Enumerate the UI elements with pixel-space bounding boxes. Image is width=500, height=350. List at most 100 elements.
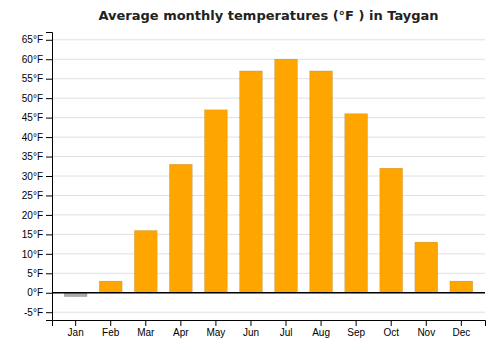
x-tick-mark — [75, 320, 76, 326]
y-tick: -5°F — [24, 307, 52, 318]
x-tick-mark — [426, 320, 427, 326]
y-tick: 40°F — [22, 132, 52, 143]
y-tick-label: 5°F — [27, 268, 43, 279]
grid-line — [52, 98, 485, 99]
x-tick-label: Feb — [102, 327, 120, 338]
x-tick: Oct — [383, 320, 399, 338]
y-tick: 0°F — [27, 287, 52, 298]
bars — [64, 59, 472, 296]
x-tick-mark — [461, 320, 462, 326]
grid-line — [52, 137, 485, 138]
x-tick-label: May — [206, 327, 225, 338]
bar — [275, 59, 298, 293]
y-tick-label: 15°F — [22, 229, 43, 240]
y-tick-mark — [46, 79, 52, 80]
y-tick: 10°F — [22, 249, 52, 260]
x-tick: Jan — [68, 320, 84, 338]
grid — [52, 40, 485, 312]
x-tick-label: Jan — [68, 327, 84, 338]
grid-line — [52, 214, 485, 215]
x-tick-label: Sep — [347, 327, 365, 338]
x-tick-label: Aug — [312, 327, 330, 338]
grid-line — [52, 59, 485, 60]
x-tick: Mar — [137, 320, 155, 338]
y-tick-label: 20°F — [22, 210, 43, 221]
grid-line — [52, 234, 485, 235]
y-tick-mark — [46, 176, 52, 177]
y-tick-label: 50°F — [22, 93, 43, 104]
y-tick: 50°F — [22, 93, 52, 104]
bar — [380, 168, 403, 293]
x-tick-label: Jun — [243, 327, 259, 338]
y-tick-label: 40°F — [22, 132, 43, 143]
x-tick-mark — [250, 320, 251, 326]
x-tick-mark — [215, 320, 216, 326]
chart: -5°F 0°F 5°F 10°F 15°F 20°F 25°F 30°F 35°F 40°F 45… — [0, 0, 500, 350]
y-tick-label: 30°F — [22, 171, 43, 182]
y-tick-label: 65°F — [22, 34, 43, 45]
bar — [134, 230, 157, 292]
y-tick-mark — [46, 254, 52, 255]
y-tick: 65°F — [22, 34, 52, 45]
y-tick-mark — [46, 157, 52, 158]
x-tick-label: Apr — [173, 327, 189, 338]
y-tick-mark — [46, 234, 52, 235]
x-tick: Nov — [417, 320, 435, 338]
y-tick-mark — [46, 59, 52, 60]
y-tick: 55°F — [22, 73, 52, 84]
y-tick-label: -5°F — [24, 307, 43, 318]
y-tick: 35°F — [22, 151, 52, 162]
y-tick: 45°F — [22, 112, 52, 123]
title: Average monthly temperatures (°F ) in Ta… — [98, 8, 438, 23]
grid-line — [52, 39, 485, 40]
x-tick: Feb — [102, 320, 120, 338]
x-tick: Dec — [452, 320, 470, 338]
x-tick-mark — [180, 320, 181, 326]
plot: -5°F 0°F 5°F 10°F 15°F 20°F 25°F 30°F 35°F 40°F 45… — [22, 33, 486, 339]
y-tick-mark — [46, 293, 52, 294]
y-tick-label: 10°F — [22, 249, 43, 260]
x-tick-mark — [145, 320, 146, 326]
grid-line — [52, 156, 485, 157]
bar — [415, 242, 438, 293]
x-tick: May — [206, 320, 225, 338]
y-tick-mark — [46, 137, 52, 138]
x-tick: Apr — [173, 320, 189, 338]
y-tick-mark — [46, 215, 52, 216]
x-tick-label: Oct — [383, 327, 399, 338]
y-tick: 20°F — [22, 210, 52, 221]
x-axis: Jan Feb Mar Apr May Jun Jul Aug Sep Oct Nov Dec — [53, 320, 486, 338]
grid-line — [52, 292, 485, 293]
y-tick-mark — [46, 98, 52, 99]
y-tick: 5°F — [27, 268, 52, 279]
y-tick-mark — [46, 118, 52, 119]
y-axis-line — [46, 33, 53, 321]
x-tick: Sep — [347, 320, 365, 338]
x-axis-line — [53, 321, 486, 327]
x-tick: Jul — [280, 320, 293, 338]
x-tick-mark — [356, 320, 357, 326]
y-tick-mark — [46, 273, 52, 274]
y-tick-mark — [46, 40, 52, 41]
bar — [205, 110, 228, 293]
bar — [169, 164, 192, 292]
y-tick-label: 25°F — [22, 190, 43, 201]
y-tick-label: 60°F — [22, 54, 43, 65]
y-tick-label: 55°F — [22, 73, 43, 84]
y-tick: 25°F — [22, 190, 52, 201]
x-tick-mark — [110, 320, 111, 326]
x-tick-mark — [286, 320, 287, 326]
y-tick: 30°F — [22, 171, 52, 182]
x-tick: Aug — [312, 320, 330, 338]
bar — [99, 281, 122, 293]
x-tick: Jun — [243, 320, 259, 338]
y-tick-label: 0°F — [27, 287, 43, 298]
y-tick-mark — [46, 312, 52, 313]
y-tick: 15°F — [22, 229, 52, 240]
bar — [345, 114, 368, 293]
x-tick-label: Mar — [137, 327, 155, 338]
x-tick-mark — [391, 320, 392, 326]
y-tick-label: 45°F — [22, 112, 43, 123]
bar — [240, 71, 263, 293]
bar — [450, 281, 473, 293]
